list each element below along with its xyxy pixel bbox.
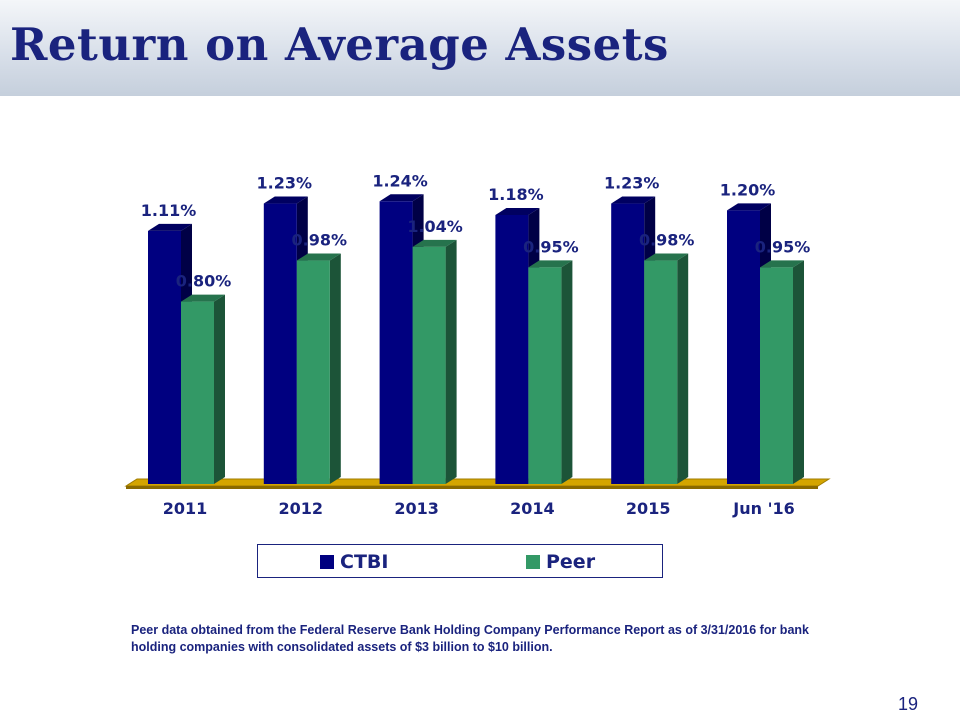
bar-top-ctbi-4 bbox=[495, 207, 540, 215]
data-label-ctbi-2: 1.23% bbox=[257, 174, 313, 193]
bar-ctbi-1 bbox=[148, 230, 181, 484]
bar-top-peer-3 bbox=[412, 239, 457, 247]
legend-label-ctbi: CTBI bbox=[340, 551, 389, 573]
bar-ctbi-6 bbox=[727, 210, 760, 484]
bar-top-ctbi-3 bbox=[379, 194, 424, 202]
legend-item-ctbi: CTBI bbox=[320, 551, 388, 573]
legend-swatch-ctbi bbox=[320, 555, 334, 569]
bar-top-ctbi-1 bbox=[148, 223, 192, 231]
bar-top-peer-1 bbox=[181, 294, 225, 302]
chart-floor bbox=[124, 478, 831, 487]
category-label-1: 2011 bbox=[163, 499, 208, 518]
legend-label-peer: Peer bbox=[546, 551, 596, 573]
data-label-peer-6: 0.95% bbox=[755, 237, 811, 256]
bar-peer-3 bbox=[412, 246, 446, 484]
bar-side-peer-2 bbox=[329, 253, 341, 484]
bar-ctbi-5 bbox=[611, 203, 645, 484]
bar-top-peer-6 bbox=[760, 260, 804, 268]
data-label-peer-4: 0.95% bbox=[523, 237, 579, 256]
data-label-peer-3: 1.04% bbox=[407, 217, 463, 236]
data-label-ctbi-3: 1.24% bbox=[372, 171, 428, 190]
data-label-ctbi-5: 1.23% bbox=[604, 174, 660, 193]
data-label-peer-2: 0.98% bbox=[292, 231, 348, 250]
chart-legend: CTBI Peer bbox=[257, 544, 663, 578]
bar-peer-6 bbox=[760, 267, 793, 484]
legend-item-peer: Peer bbox=[526, 551, 595, 573]
data-label-ctbi-6: 1.20% bbox=[720, 180, 776, 199]
page-number: 19 bbox=[898, 694, 919, 714]
bar-peer-4 bbox=[528, 267, 562, 484]
bar-top-peer-2 bbox=[296, 253, 341, 261]
title-band bbox=[0, 0, 960, 96]
footnote: Peer data obtained from the Federal Rese… bbox=[131, 623, 809, 654]
data-label-ctbi-1: 1.11% bbox=[141, 201, 197, 220]
bar-top-ctbi-2 bbox=[263, 196, 308, 204]
bar-side-peer-5 bbox=[677, 253, 689, 484]
legend-swatch-peer bbox=[526, 555, 540, 569]
category-label-5: 2015 bbox=[626, 499, 671, 518]
bar-side-peer-6 bbox=[793, 260, 804, 484]
bar-top-ctbi-6 bbox=[727, 203, 771, 211]
data-label-peer-5: 0.98% bbox=[639, 231, 695, 250]
category-label-4: 2014 bbox=[510, 499, 555, 518]
category-label-3: 2013 bbox=[394, 499, 439, 518]
bar-ctbi-2 bbox=[263, 203, 297, 484]
bar-top-peer-4 bbox=[528, 260, 573, 268]
chart-floor-edge bbox=[126, 486, 818, 489]
category-label-2: 2012 bbox=[279, 499, 324, 518]
data-label-ctbi-4: 1.18% bbox=[488, 185, 544, 204]
bar-side-peer-1 bbox=[214, 294, 225, 484]
bar-peer-1 bbox=[181, 301, 214, 484]
bar-top-peer-5 bbox=[644, 253, 689, 261]
bar-ctbi-3 bbox=[379, 201, 413, 484]
bar-side-peer-3 bbox=[445, 239, 457, 484]
page-title: Return on Average Assets bbox=[10, 18, 669, 71]
bar-peer-5 bbox=[644, 260, 678, 484]
category-label-6: Jun '16 bbox=[732, 499, 794, 518]
bar-top-ctbi-5 bbox=[611, 196, 656, 204]
bar-ctbi-4 bbox=[495, 214, 529, 484]
bar-peer-2 bbox=[296, 260, 330, 484]
data-label-peer-1: 0.80% bbox=[176, 272, 232, 291]
bar-side-peer-4 bbox=[561, 260, 573, 484]
